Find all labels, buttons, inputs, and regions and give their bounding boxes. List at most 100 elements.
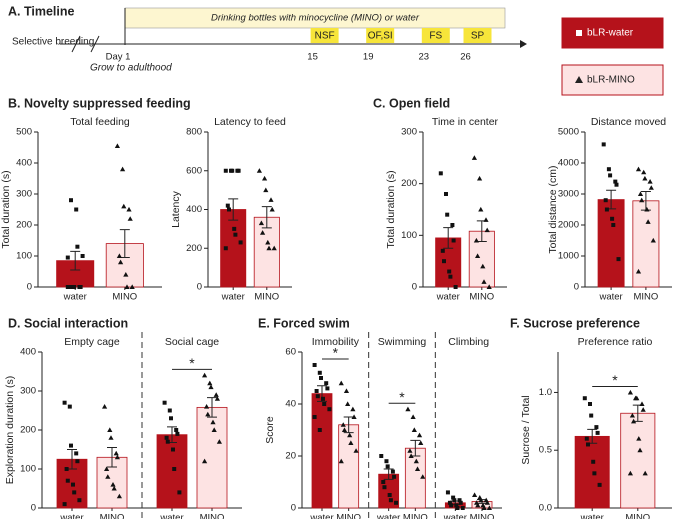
data-point bbox=[390, 469, 395, 474]
data-point bbox=[327, 407, 332, 412]
data-point bbox=[325, 386, 330, 391]
y-tick-label: 200 bbox=[16, 220, 32, 231]
break bbox=[90, 35, 100, 53]
data-point bbox=[418, 440, 424, 445]
data-point bbox=[420, 474, 426, 479]
y-tick-label: 600 bbox=[186, 165, 202, 176]
data-point bbox=[407, 448, 413, 453]
data-point bbox=[351, 414, 357, 419]
group-title: Preference ratio bbox=[578, 336, 653, 348]
x-tick-label: water bbox=[598, 292, 622, 303]
bar bbox=[597, 199, 625, 288]
y-tick-label: 0 bbox=[574, 282, 579, 293]
y-tick-label: 40 bbox=[285, 399, 296, 410]
data-point bbox=[129, 284, 135, 289]
x-tick-label: water bbox=[309, 513, 333, 519]
data-point bbox=[124, 284, 130, 289]
y-tick-label: 200 bbox=[186, 243, 202, 254]
data-point bbox=[78, 285, 83, 289]
test-box bbox=[421, 28, 450, 43]
data-point bbox=[162, 400, 167, 405]
data-point bbox=[453, 285, 458, 289]
data-point bbox=[265, 239, 271, 245]
data-point bbox=[608, 173, 613, 178]
data-point bbox=[635, 166, 642, 172]
data-point bbox=[610, 216, 615, 221]
data-point bbox=[594, 425, 599, 430]
x-tick-label: water bbox=[436, 292, 460, 303]
data-point bbox=[227, 207, 231, 212]
data-point bbox=[167, 408, 172, 413]
data-point bbox=[126, 206, 132, 212]
group-title: Immobility bbox=[312, 336, 360, 348]
data-point bbox=[202, 372, 208, 378]
data-point bbox=[263, 187, 269, 193]
legend-marker bbox=[575, 76, 583, 83]
data-point bbox=[75, 244, 80, 249]
data-point bbox=[440, 248, 445, 253]
significance-mark: * bbox=[612, 372, 618, 388]
significance-mark: * bbox=[333, 345, 339, 361]
data-point bbox=[71, 482, 75, 487]
x-tick-label: MINO bbox=[633, 292, 658, 303]
data-point bbox=[639, 197, 645, 203]
data-point bbox=[452, 498, 457, 503]
data-point bbox=[448, 274, 453, 279]
data-point bbox=[650, 237, 656, 243]
data-point bbox=[460, 506, 465, 510]
data-point bbox=[447, 269, 452, 274]
bar bbox=[468, 230, 495, 288]
data-point bbox=[77, 498, 82, 503]
data-point bbox=[169, 416, 173, 421]
data-point bbox=[174, 428, 179, 432]
data-point bbox=[111, 485, 117, 491]
day-label: 19 bbox=[363, 52, 374, 63]
data-point bbox=[110, 482, 116, 487]
bar bbox=[338, 424, 360, 509]
y-tick-label: 0 bbox=[27, 282, 32, 293]
data-point bbox=[592, 471, 597, 476]
data-point bbox=[236, 168, 241, 173]
y-tick-label: 800 bbox=[186, 127, 202, 138]
panel-title: D. Social interaction bbox=[8, 316, 128, 330]
legend-box bbox=[561, 64, 664, 96]
data-point bbox=[438, 171, 443, 176]
data-point bbox=[416, 432, 423, 438]
data-point bbox=[208, 384, 214, 390]
error-bar bbox=[70, 250, 81, 271]
data-point bbox=[445, 212, 450, 217]
y-tick-label: 0.0 bbox=[539, 503, 552, 514]
data-point bbox=[164, 435, 169, 440]
group-title: Distance moved bbox=[591, 116, 666, 128]
data-point bbox=[62, 400, 67, 405]
data-point bbox=[606, 167, 611, 172]
data-point bbox=[341, 427, 348, 432]
error-bar bbox=[228, 198, 239, 221]
data-point bbox=[449, 503, 454, 508]
y-axis-label: Total duration (s) bbox=[385, 170, 397, 248]
data-point bbox=[480, 263, 486, 269]
data-point bbox=[640, 407, 646, 412]
x-tick-label: water bbox=[159, 513, 183, 519]
data-point bbox=[457, 498, 462, 503]
y-axis-label: Total distance (cm) bbox=[547, 165, 559, 253]
data-point bbox=[408, 453, 414, 458]
data-point bbox=[72, 285, 77, 289]
data-point bbox=[589, 413, 594, 418]
data-point bbox=[478, 206, 484, 212]
data-point bbox=[379, 454, 384, 458]
data-point bbox=[317, 370, 322, 375]
data-point bbox=[348, 440, 354, 445]
data-point bbox=[62, 502, 67, 507]
data-point bbox=[414, 466, 421, 471]
y-tick-label: 300 bbox=[401, 127, 417, 138]
data-point bbox=[343, 388, 350, 393]
data-point bbox=[211, 427, 217, 432]
group-title: Total feeding bbox=[70, 116, 130, 128]
y-tick-label: 1.0 bbox=[539, 387, 552, 398]
data-point bbox=[338, 458, 344, 464]
test-box bbox=[366, 28, 395, 43]
data-point bbox=[67, 285, 72, 289]
y-axis-label: Score bbox=[264, 416, 276, 444]
